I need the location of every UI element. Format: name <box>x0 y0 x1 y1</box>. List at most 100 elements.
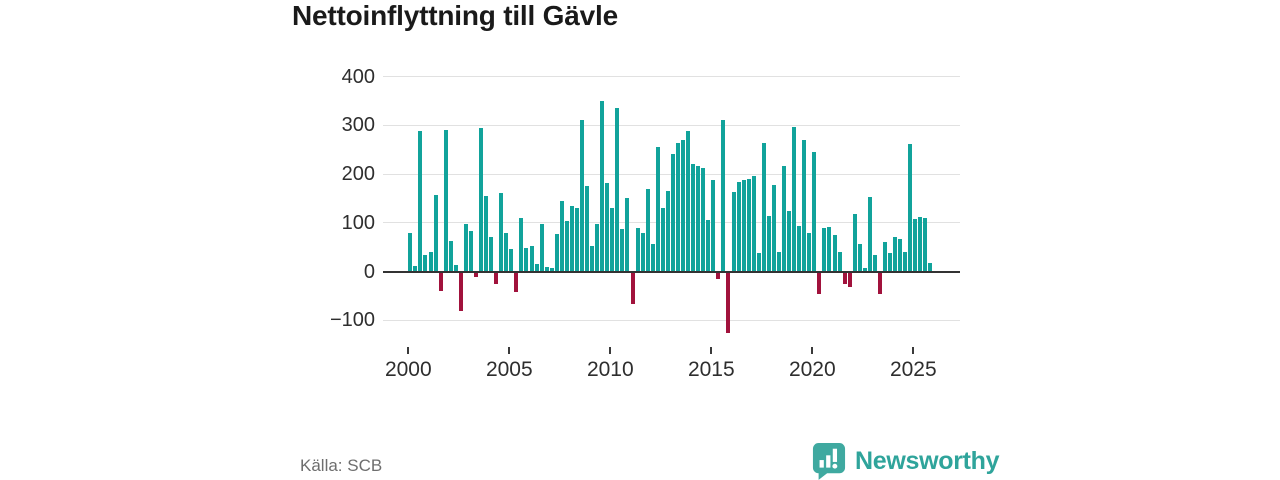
bar <box>731 191 736 272</box>
bar <box>827 226 832 272</box>
bar <box>893 236 898 272</box>
bar <box>721 120 726 272</box>
bar <box>448 241 453 272</box>
bar <box>625 198 630 272</box>
bar <box>433 195 438 272</box>
y-axis-tick-label: 400 <box>341 65 375 88</box>
bar <box>559 200 564 272</box>
bar <box>655 147 660 272</box>
bar <box>706 220 711 272</box>
bar <box>797 226 802 272</box>
y-axis-tick-label: 200 <box>341 163 375 186</box>
bar <box>923 217 928 272</box>
bar <box>458 272 463 312</box>
bar <box>408 232 413 272</box>
brand-logo: Newsworthy <box>812 442 1000 480</box>
bar <box>928 263 933 272</box>
bar <box>428 252 433 272</box>
x-axis-tick-label: 2015 <box>687 358 735 381</box>
bar <box>903 252 908 272</box>
bar <box>847 272 852 288</box>
bar <box>696 166 701 272</box>
bar <box>569 206 574 272</box>
bar <box>595 223 600 272</box>
x-axis-tick-mark <box>811 347 814 354</box>
bar <box>590 246 595 272</box>
gridline <box>383 124 960 126</box>
bar <box>691 163 696 272</box>
bar <box>852 213 857 272</box>
y-axis-tick-label: 0 <box>363 260 375 283</box>
source-label: Källa: SCB <box>300 456 383 475</box>
bar <box>499 193 504 272</box>
bar <box>670 154 675 272</box>
bar <box>554 233 559 272</box>
x-axis-tick-mark <box>609 347 612 354</box>
y-axis-tick-label: 100 <box>341 211 375 234</box>
x-axis-tick-mark <box>508 347 511 354</box>
bar <box>776 252 781 272</box>
bar <box>524 248 529 272</box>
bar <box>726 272 731 334</box>
zero-axis-line <box>383 270 960 273</box>
bar <box>787 211 792 272</box>
bar <box>741 179 746 272</box>
bar <box>605 183 610 272</box>
bar <box>635 227 640 272</box>
y-axis-tick-label: −100 <box>329 309 375 332</box>
bar <box>489 236 494 272</box>
bar <box>529 246 534 272</box>
bar <box>857 243 862 272</box>
bar <box>862 268 867 272</box>
bar <box>615 108 620 272</box>
bar <box>665 190 670 272</box>
bar <box>883 242 887 272</box>
bar <box>867 197 872 272</box>
bar <box>766 215 771 272</box>
x-axis-tick-label: 2025 <box>889 358 937 381</box>
bar <box>519 217 524 272</box>
bar <box>872 254 877 272</box>
bar <box>756 252 761 272</box>
x-axis-tick-mark <box>407 347 410 354</box>
x-axis-tick-label: 2010 <box>586 358 634 381</box>
bar <box>736 181 741 272</box>
bar <box>701 168 706 272</box>
bar <box>600 100 605 272</box>
bar <box>686 131 691 272</box>
bar <box>473 272 478 277</box>
x-axis-tick-label: 2000 <box>384 358 432 381</box>
bar <box>564 221 569 272</box>
bar <box>418 131 423 272</box>
bar <box>413 265 418 272</box>
bar <box>802 140 807 272</box>
bar <box>711 179 716 272</box>
chart-title: Nettoinflyttning till Gävle <box>292 0 618 31</box>
bar <box>877 272 882 295</box>
bar <box>438 272 443 291</box>
bar <box>908 143 913 272</box>
bar <box>534 264 539 272</box>
bar <box>468 231 473 272</box>
bar <box>751 176 756 272</box>
bar <box>630 272 635 305</box>
bar <box>539 224 544 272</box>
bar <box>443 130 448 272</box>
bar <box>822 227 827 272</box>
bar <box>650 243 655 272</box>
bar <box>640 233 645 272</box>
bar <box>888 252 893 272</box>
bar <box>494 272 499 285</box>
brand-name: Newsworthy <box>855 446 1000 475</box>
bar <box>812 151 817 272</box>
bar <box>918 216 923 272</box>
bar <box>423 254 428 272</box>
bar <box>645 188 650 272</box>
bar <box>832 235 837 272</box>
bar <box>574 208 579 272</box>
x-axis-tick-mark <box>912 347 915 354</box>
x-axis-tick-label: 2020 <box>788 358 836 381</box>
bar <box>771 185 776 272</box>
bar <box>761 142 766 272</box>
